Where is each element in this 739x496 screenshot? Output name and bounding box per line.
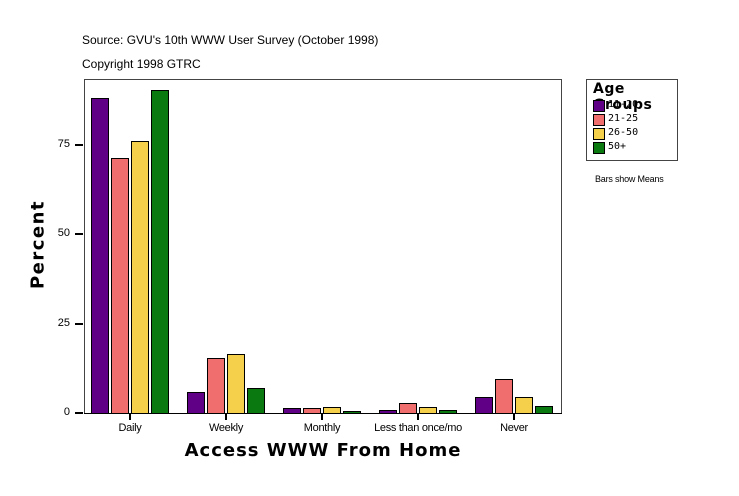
bar-11-20 xyxy=(91,97,109,414)
legend-swatch xyxy=(593,142,605,154)
bar-26-50 xyxy=(323,407,341,414)
bar-21-25 xyxy=(303,408,321,414)
bar-50+ xyxy=(439,410,457,414)
x-tick-label: Daily xyxy=(118,422,142,434)
bar-26-50 xyxy=(419,407,437,414)
y-tick xyxy=(75,233,83,236)
y-tick-label: 25 xyxy=(57,316,70,329)
x-tick-label: Never xyxy=(500,422,528,434)
x-tick-label: Monthly xyxy=(303,422,341,434)
bar-21-25 xyxy=(111,157,129,414)
bar-21-25 xyxy=(495,379,513,414)
y-tick xyxy=(75,412,83,414)
x-tick xyxy=(417,414,419,420)
y-axis-title: Percent xyxy=(27,199,49,290)
bar-11-20 xyxy=(283,408,301,414)
legend-label: 21-25 xyxy=(608,113,639,124)
bar-26-50 xyxy=(131,141,149,414)
bar-50+ xyxy=(535,406,553,414)
y-tick-label: 75 xyxy=(57,138,70,151)
x-tick-label: Weekly xyxy=(208,422,244,434)
x-tick xyxy=(513,414,515,420)
y-tick xyxy=(75,144,83,147)
plot-frame xyxy=(84,79,562,414)
bar-50+ xyxy=(151,90,169,414)
bar-50+ xyxy=(247,387,265,414)
legend-swatch xyxy=(593,100,605,112)
bars-show-means-note: Bars show Means xyxy=(595,174,664,184)
bar-21-25 xyxy=(207,357,225,414)
bar-11-20 xyxy=(187,391,205,414)
bar-26-50 xyxy=(515,397,533,414)
legend-label: 26-50 xyxy=(608,127,639,138)
x-tick-label: Less than once/mo xyxy=(374,422,462,434)
bar-11-20 xyxy=(379,410,397,414)
bar-50+ xyxy=(343,411,361,414)
bar-21-25 xyxy=(399,402,417,414)
legend-label: 50+ xyxy=(608,141,627,152)
legend: Age Groups 11-20 21-25 26-50 50+ xyxy=(586,79,678,161)
copyright-text: Copyright 1998 GTRC xyxy=(82,57,201,71)
legend-swatch xyxy=(593,114,605,126)
y-tick xyxy=(75,322,83,325)
y-tick-label: 0 xyxy=(63,406,70,418)
x-tick xyxy=(225,414,227,420)
legend-swatch xyxy=(593,128,605,140)
legend-title: Age Groups xyxy=(593,81,653,113)
source-text: Source: GVU's 10th WWW User Survey (Octo… xyxy=(82,33,379,47)
x-tick xyxy=(129,414,131,420)
bar-26-50 xyxy=(227,354,245,414)
bar-11-20 xyxy=(475,396,493,414)
x-tick xyxy=(321,414,323,420)
legend-label: 11-20 xyxy=(608,99,639,110)
x-axis-title: Access WWW From Home xyxy=(184,440,462,461)
y-tick-label: 50 xyxy=(57,227,70,240)
